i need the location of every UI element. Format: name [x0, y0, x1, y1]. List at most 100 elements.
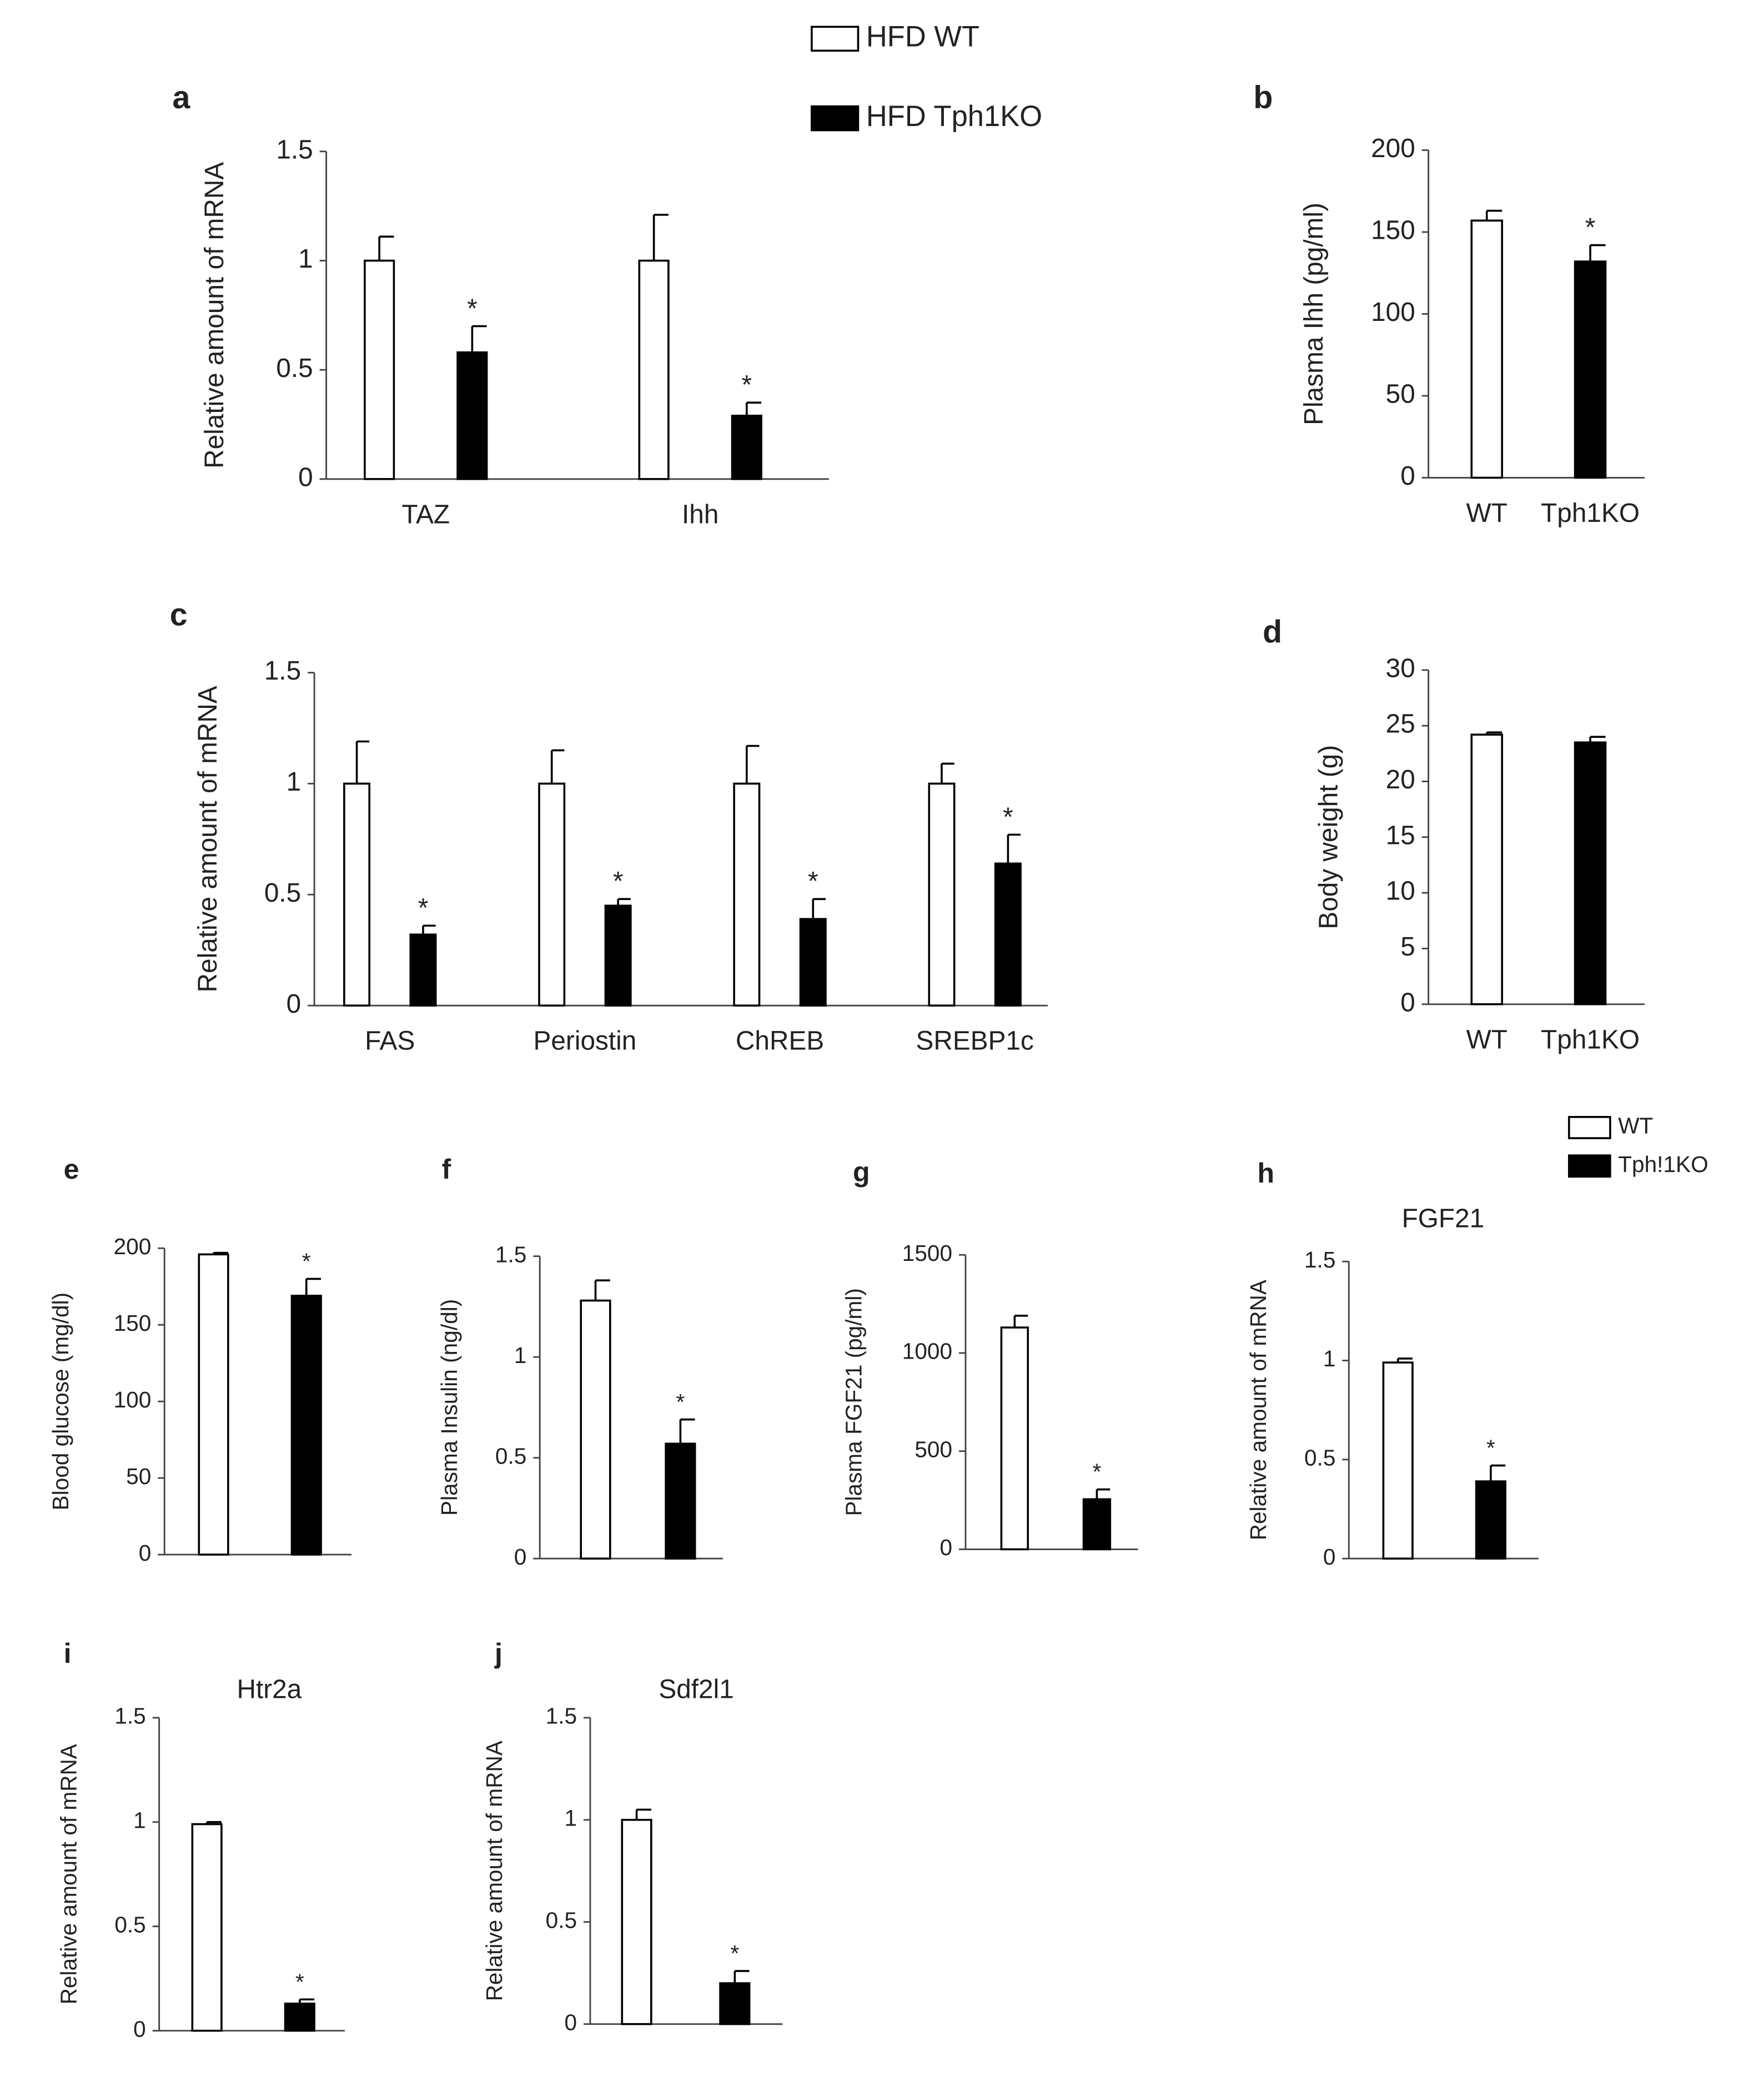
panel-title: Htr2a	[237, 1675, 302, 1704]
panel-title: Sdf2l1	[659, 1675, 733, 1704]
significance-mark: *	[1585, 213, 1596, 242]
legend-label: WT	[1618, 1113, 1653, 1139]
y-tick-label: 5	[1400, 932, 1415, 962]
bar	[994, 862, 1022, 1007]
panel-letter: e	[64, 1154, 79, 1185]
y-tick-label: 20	[1386, 765, 1415, 794]
y-tick-label: 1	[514, 1342, 527, 1368]
bar	[1470, 219, 1504, 479]
y-tick-label: 1.5	[1304, 1247, 1335, 1273]
y-tick-label: 1500	[902, 1240, 952, 1266]
y-axis-label: Relative amount of mRNA	[200, 162, 229, 469]
y-tick-label: 10	[1386, 877, 1415, 906]
y-tick-label: 200	[114, 1234, 152, 1259]
bar	[799, 918, 827, 1007]
significance-mark: *	[467, 294, 478, 323]
bar	[456, 351, 488, 480]
bar	[719, 1982, 751, 2025]
bar	[1574, 741, 1607, 1005]
bar	[284, 2002, 315, 2032]
y-tick-label: 0.5	[114, 1912, 145, 1937]
bar	[191, 1823, 223, 2032]
y-tick-label: 1	[565, 1806, 577, 1831]
y-tick-label: 0	[1400, 988, 1415, 1017]
y-tick-label: 200	[1371, 134, 1415, 163]
x-tick-label: TAZ	[401, 500, 450, 529]
panel-letter: b	[1253, 80, 1273, 115]
bar	[1382, 1361, 1414, 1560]
y-tick-label: 150	[1371, 216, 1415, 245]
y-tick-label: 0.5	[276, 354, 313, 383]
y-tick-label: 1000	[902, 1339, 952, 1364]
y-tick-label: 0.5	[546, 1907, 577, 1933]
y-axis-label: Relative amount of mRNA	[481, 1741, 507, 2001]
bar	[1082, 1498, 1112, 1551]
legend-label: HFD WT	[866, 21, 979, 53]
legend-swatch	[1568, 1154, 1611, 1178]
y-tick-label: 1	[1323, 1346, 1336, 1371]
bar	[343, 782, 371, 1007]
panel-letter: g	[853, 1156, 870, 1188]
y-tick-label: 0	[514, 1544, 527, 1570]
x-tick-label: Periostin	[534, 1027, 637, 1056]
bar	[928, 782, 956, 1007]
significance-mark: *	[676, 1389, 685, 1415]
y-tick-label: 0	[287, 989, 301, 1019]
y-tick-label: 50	[126, 1464, 151, 1489]
legend-swatch	[1568, 1116, 1611, 1139]
y-tick-label: 15	[1386, 821, 1415, 850]
y-tick-label: 0	[1323, 1544, 1336, 1570]
bar	[290, 1295, 322, 1556]
y-tick-label: 0	[565, 2009, 577, 2035]
y-tick-label: 0	[133, 2016, 146, 2041]
significance-mark: *	[1003, 802, 1013, 832]
panel-letter: f	[441, 1154, 451, 1185]
y-axis-label: Relative amount of mRNA	[193, 686, 223, 992]
y-axis-label: Relative amount of mRNA	[1245, 1280, 1271, 1540]
y-axis-label: Plasma Ihh (pg/ml)	[1299, 203, 1329, 425]
x-tick-label: Tph1KO	[1541, 499, 1640, 528]
panel-letter: i	[64, 1638, 72, 1669]
y-tick-label: 25	[1386, 710, 1415, 739]
significance-mark: *	[295, 1969, 304, 1994]
x-tick-label: Ihh	[682, 500, 718, 529]
significance-mark: *	[418, 893, 429, 923]
y-tick-label: 100	[114, 1387, 152, 1412]
y-tick-label: 0.5	[1304, 1445, 1335, 1471]
y-axis-label: Blood glucose (mg/dl)	[48, 1293, 73, 1511]
legend-label: HFD Tph1KO	[866, 100, 1042, 133]
y-tick-label: 0.5	[495, 1443, 526, 1469]
significance-mark: *	[742, 370, 752, 400]
bar	[1000, 1326, 1029, 1551]
x-tick-label: WT	[1466, 1025, 1507, 1054]
y-tick-label: 1.5	[264, 656, 301, 686]
legend-swatch	[811, 105, 860, 132]
bar	[733, 782, 761, 1007]
legend-label: Tph!1KO	[1618, 1151, 1708, 1177]
x-tick-label: WT	[1466, 499, 1507, 528]
bar	[1475, 1480, 1506, 1560]
y-tick-label: 1.5	[495, 1241, 526, 1267]
y-tick-label: 500	[914, 1436, 952, 1462]
x-tick-label: Tph1KO	[1541, 1025, 1640, 1054]
y-tick-label: 0	[940, 1535, 953, 1560]
y-tick-label: 1	[298, 244, 313, 274]
legend-swatch	[811, 26, 860, 52]
y-tick-label: 0.5	[264, 878, 301, 908]
y-axis-label: Plasma Insulin (ng/dl)	[436, 1299, 462, 1516]
bar	[1574, 260, 1607, 479]
y-tick-label: 0	[298, 462, 313, 492]
significance-mark: *	[302, 1249, 311, 1274]
y-tick-label: 0	[1400, 461, 1415, 491]
y-axis-label: Plasma FGF21 (pg/ml)	[841, 1288, 866, 1516]
y-tick-label: 100	[1371, 298, 1415, 327]
y-tick-label: 1.5	[114, 1703, 145, 1729]
y-tick-label: 30	[1386, 653, 1415, 683]
x-tick-label: ChREB	[736, 1027, 824, 1056]
bar	[580, 1299, 611, 1560]
y-tick-label: 1.5	[546, 1703, 577, 1729]
bar	[1470, 733, 1504, 1005]
bar	[731, 414, 762, 480]
